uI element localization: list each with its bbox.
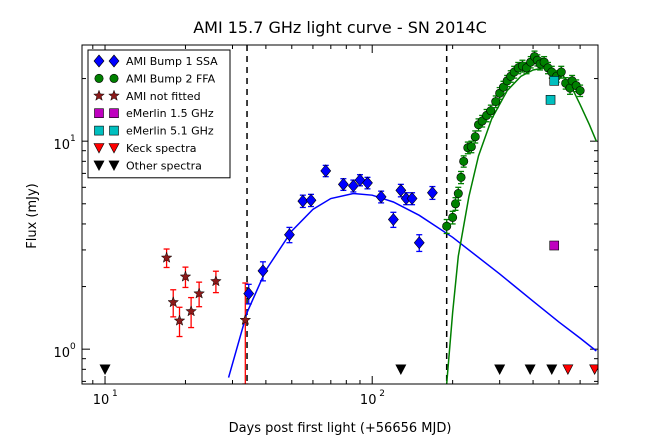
fit-curve: [445, 67, 598, 384]
point-ami-bump-1-ssa: [427, 186, 438, 200]
point-ami-bump-2-ffa: [456, 172, 466, 182]
legend-marker: [94, 108, 104, 118]
point-other-spectra: [524, 364, 536, 375]
legend-marker: [93, 143, 105, 154]
legend-label: AMI Bump 2 FFA: [126, 72, 216, 85]
legend-label: eMerlin 5.1 GHz: [126, 125, 214, 138]
point-ami-bump-1-ssa: [375, 190, 387, 204]
point-ami-bump-1-ssa: [413, 236, 425, 250]
point-ami-bump-1-ssa: [406, 192, 418, 205]
point-ami-not-fitted: [193, 287, 206, 299]
legend-marker: [94, 125, 104, 136]
x-tick-label: 10: [93, 393, 110, 408]
point-ami-bump-2-ffa: [459, 156, 469, 166]
point-other-spectra: [494, 364, 506, 375]
legend-label: Keck spectra: [126, 142, 196, 155]
axes-layer: 10 1 10 210 010 1: [53, 45, 599, 408]
legend-marker: [108, 160, 120, 172]
y-tick-label-exponent: 0: [70, 342, 76, 352]
point-ami-bump-2-ffa: [575, 86, 585, 96]
point-ami-bump-2-ffa: [466, 142, 476, 152]
plot-frame: [81, 44, 599, 385]
legend-marker: [108, 143, 120, 154]
point-ami-bump-2-ffa: [451, 199, 461, 209]
point-emerlin-1-5-ghz: [549, 240, 560, 251]
point-ami-bump-1-ssa: [347, 179, 359, 193]
point-ami-not-fitted: [179, 270, 192, 282]
point-ami-bump-1-ssa: [320, 164, 332, 178]
point-keck-spectra: [589, 364, 598, 375]
point-other-spectra: [546, 364, 558, 375]
point-emerlin-5-1-ghz: [549, 76, 560, 86]
legend-marker: [109, 73, 119, 83]
legend-marker: [109, 125, 119, 136]
point-ami-bump-1-ssa: [305, 193, 317, 207]
point-ami-bump-2-ffa: [442, 221, 452, 231]
y-axis-label: Flux (mJy): [25, 183, 40, 249]
legend-label: AMI Bump 1 SSA: [126, 55, 218, 68]
legend-marker: [108, 54, 120, 68]
point-other-spectra: [99, 364, 111, 375]
legend-label: eMerlin 1.5 GHz: [126, 107, 214, 120]
point-emerlin-5-1-ghz: [545, 95, 556, 105]
legend-label: AMI not fitted: [126, 90, 201, 103]
point-keck-spectra: [562, 364, 574, 375]
legend-marker: [93, 160, 105, 172]
point-ami-bump-2-ffa: [453, 189, 463, 199]
point-ami-bump-1-ssa: [337, 177, 349, 191]
legend-marker: [109, 108, 119, 118]
point-ami-not-fitted: [185, 305, 198, 317]
legend-label: Other spectra: [126, 159, 202, 172]
point-ami-bump-1-ssa: [284, 228, 295, 242]
point-ami-not-fitted: [173, 314, 186, 326]
x-tick-label-exponent: 2: [379, 389, 385, 399]
point-ami-bump-1-ssa: [257, 264, 269, 278]
point-ami-not-fitted: [167, 296, 180, 308]
y-tick-label: 10: [53, 138, 70, 153]
point-ami-bump-1-ssa: [387, 213, 399, 227]
point-ami-bump-1-ssa: [243, 287, 255, 301]
x-tick-label: 10: [360, 393, 377, 408]
point-ami-bump-2-ffa: [470, 132, 480, 142]
point-ami-bump-1-ssa: [297, 194, 309, 208]
chart-title: AMI 15.7 GHz light curve - SN 2014C: [193, 18, 487, 37]
point-ami-bump-2-ffa: [448, 212, 458, 222]
point-ami-bump-2-ffa: [486, 106, 496, 116]
legend-marker: [93, 54, 105, 68]
legend-marker: [108, 89, 120, 101]
y-tick-label-exponent: 1: [70, 134, 76, 144]
legend-marker: [94, 73, 104, 83]
x-axis-label: Days post first light (+56656 MJD): [229, 421, 452, 436]
point-ami-bump-2-ffa: [556, 67, 566, 77]
point-ami-not-fitted: [239, 313, 252, 326]
legend: AMI Bump 1 SSA AMI Bump 2 FFA AMI not fitt…: [87, 49, 231, 179]
legend-marker: [93, 89, 105, 101]
point-other-spectra: [395, 364, 407, 375]
point-ami-not-fitted: [160, 251, 173, 263]
plot-area: [99, 45, 598, 384]
x-tick-label-exponent: 1: [112, 389, 118, 399]
fit-curve: [227, 192, 597, 378]
point-ami-bump-1-ssa: [362, 176, 373, 190]
y-tick-label: 10: [53, 346, 70, 361]
point-ami-not-fitted: [209, 275, 222, 287]
